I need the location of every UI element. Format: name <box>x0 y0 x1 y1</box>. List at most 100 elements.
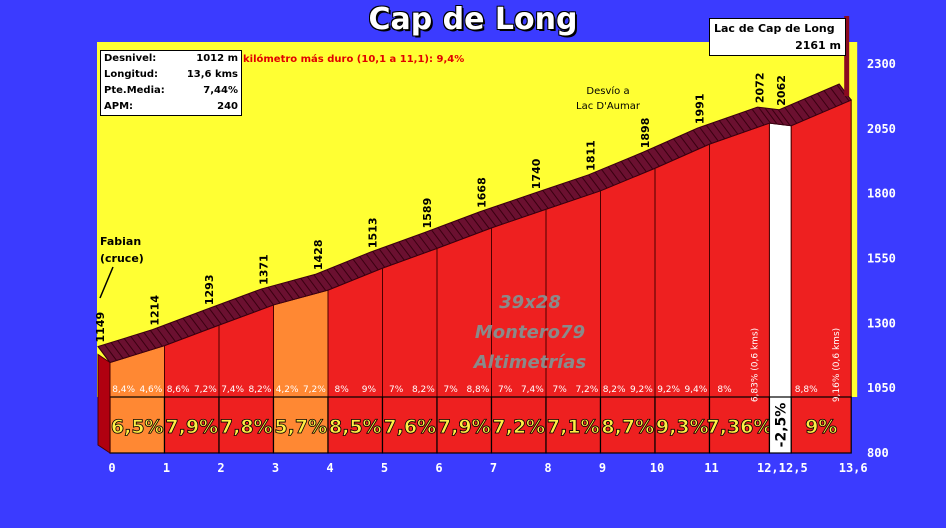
half-km-gradient-label: 8,2% <box>248 385 271 395</box>
crest-hatch <box>483 210 497 227</box>
stat-row-desnivel: Desnivel: 1012 m <box>104 53 238 64</box>
crest-hatch <box>202 310 216 328</box>
crest-hatch <box>169 322 183 340</box>
crest-hatch <box>575 178 588 196</box>
crest-hatch <box>548 187 562 205</box>
crest-hatch <box>699 127 713 144</box>
crest-hatch <box>718 120 732 137</box>
crest-hatch <box>653 147 667 164</box>
segment-bar <box>654 143 710 398</box>
crest-hatch <box>326 269 340 287</box>
crest-hatch <box>463 217 477 234</box>
crest-hatch <box>149 330 163 347</box>
crest-hatch <box>594 171 608 189</box>
crest-hatch <box>470 214 484 232</box>
crest-hatch <box>673 138 686 156</box>
crest-hatch <box>104 344 117 361</box>
crest-hatch <box>287 281 301 299</box>
crest-hatch <box>731 115 745 133</box>
crest-hatch <box>333 266 346 284</box>
crest-hatch <box>679 135 693 153</box>
half-km-gradient-label: 8,4% <box>112 385 135 395</box>
crest-hatch <box>588 174 601 192</box>
crest-hatch <box>300 277 314 295</box>
segment-box <box>436 396 493 454</box>
stat-row-longitud: Longitud: 13,6 kms <box>104 69 238 80</box>
chart-title: Cap de Long <box>368 2 578 37</box>
y-axis-tick-label: 1050 <box>867 381 896 395</box>
crest-hatch <box>607 166 621 183</box>
crest-hatch <box>319 272 333 289</box>
crest-hatch <box>660 144 673 161</box>
segment-box <box>163 396 220 454</box>
half-km-gradient-label: 8,8% <box>795 385 818 395</box>
crest-hatch <box>261 288 274 306</box>
crest-hatch <box>130 336 144 353</box>
altitude-point-label: 1428 <box>312 240 325 271</box>
x-axis-tick-label: 13,6 <box>839 461 868 475</box>
x-axis-tick-label: 6 <box>435 461 442 475</box>
segment-average-label: 7,9% <box>165 416 218 438</box>
crest-hatch <box>633 155 647 173</box>
crest-hatch <box>601 169 614 186</box>
summit-altitude: 2161 m <box>795 39 841 52</box>
segment-bar <box>327 267 383 398</box>
crest-hatch <box>372 251 386 268</box>
crest-hatch <box>450 222 464 239</box>
x-axis-tick-label: 10 <box>650 461 664 475</box>
crest-hatch <box>535 192 549 209</box>
crest-hatch <box>280 283 294 300</box>
crest-hatch <box>777 109 791 126</box>
crest-hatch <box>182 317 196 335</box>
crest-hatch <box>764 107 778 125</box>
segment-average-label: 7,8% <box>220 416 273 438</box>
crest-hatch <box>646 150 660 167</box>
crest-hatch <box>143 332 157 349</box>
x-axis-tick-label: 8 <box>544 461 551 475</box>
altitude-point-label: 2062 <box>775 75 788 106</box>
crest-hatch <box>476 212 490 230</box>
crest-hatch <box>725 117 739 135</box>
segment-average-label: 8,5% <box>329 416 382 438</box>
y-axis-tick-label: 2300 <box>867 57 896 71</box>
altitude-point-label: 1991 <box>694 94 707 125</box>
segment-average-label: 7,36% <box>707 416 773 438</box>
crest-hatch <box>712 122 726 140</box>
y-axis-tick-label: 1300 <box>867 316 896 330</box>
crest-hatch <box>803 98 817 116</box>
x-axis-tick-label: 3 <box>272 461 279 475</box>
half-km-gradient-label: 7% <box>443 385 458 395</box>
altitude-point-label: 1214 <box>149 295 162 326</box>
crest-hatch <box>836 84 850 102</box>
crest-hatch <box>267 286 281 304</box>
segment-bar <box>273 289 329 398</box>
crest-hatch <box>378 248 392 266</box>
crest-hatch <box>123 338 137 355</box>
half-km-gradient-label: 9,4% <box>684 385 707 395</box>
crest-hatch <box>810 95 824 113</box>
half-km-gradient-label: 6,83% (0,6 kms) <box>750 328 760 402</box>
half-km-gradient-label: 8% <box>334 385 349 395</box>
half-km-gradient-label: 7% <box>498 385 513 395</box>
crest-hatch <box>156 327 170 345</box>
x-axis-tick-label: 1 <box>163 461 170 475</box>
crest-hatch <box>241 295 255 313</box>
segment-box <box>708 396 771 454</box>
crest-hatch <box>823 90 837 107</box>
segment-average-label: 7,2% <box>492 416 545 438</box>
segment-average-label: 8,7% <box>601 416 654 438</box>
crest-hatch <box>117 340 131 357</box>
crest-hatch <box>404 239 418 256</box>
crest-hatch <box>581 176 595 194</box>
crest-hatch <box>692 129 706 147</box>
segment-box <box>381 396 438 454</box>
half-km-gradient-label: 7,2% <box>303 385 326 395</box>
crest-hatch <box>248 293 261 311</box>
crest-hatch <box>365 253 379 271</box>
altitude-point-label: 2072 <box>753 73 766 104</box>
crest-hatch <box>561 183 575 200</box>
segment-box <box>272 396 329 454</box>
half-km-gradient-label: 7,4% <box>221 385 244 395</box>
crest-hatch <box>352 258 366 276</box>
